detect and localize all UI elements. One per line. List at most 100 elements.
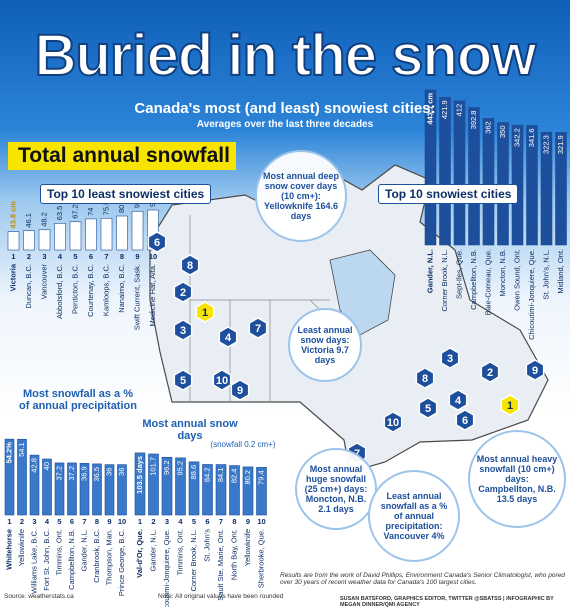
map-marker-label: 10 [216, 375, 228, 387]
value-label: 321.9 [556, 135, 565, 154]
bar [175, 457, 186, 516]
category-label: St. John's, N.L. [541, 249, 550, 300]
map-marker [500, 394, 520, 416]
value-label: 67.2 [70, 204, 79, 219]
value-label: 82.4 [229, 469, 238, 484]
rank-label: 2 [27, 252, 31, 261]
value-label: 103.5 days [135, 456, 144, 494]
bar [117, 464, 127, 516]
rank-label: 7 [219, 517, 223, 526]
days-subtitle: (snowfall 0.2 cm+) [210, 440, 276, 449]
rank-label: 5 [192, 517, 196, 526]
bar [104, 464, 115, 516]
bar [148, 453, 159, 516]
map-marker-label: 10 [387, 417, 399, 429]
category-label: St. John's [202, 529, 211, 562]
category-label: Sault Ste. Marie, Ont. [216, 529, 225, 601]
category-label: Yellowknife [17, 529, 26, 566]
subtitle-2: Averages over the last three decades [196, 119, 374, 130]
rank-label: 7 [104, 252, 108, 261]
category-label: Campbellton, N.B. [67, 529, 76, 590]
bar [497, 122, 509, 246]
least-title: Top 10 least snowiest cities [40, 184, 212, 204]
category-label: Corner Brook, N.L. [440, 249, 449, 312]
rank-label: 8 [120, 252, 124, 261]
bar [215, 464, 227, 516]
value-label: 37.2 [54, 466, 63, 481]
section-title: Total annual snowfall [8, 142, 236, 170]
rank-label: 5 [73, 252, 77, 261]
category-label: Val-d'Or, Que. [135, 529, 144, 578]
rank-label: 9 [246, 517, 250, 526]
bar [453, 100, 466, 246]
value-label: 80.2 [243, 470, 252, 485]
value-label: 80.9 [117, 198, 126, 213]
category-label: Medicine Hat, Alta. [148, 264, 157, 327]
value-label: 75.5 [101, 201, 110, 216]
province-borders [189, 215, 341, 402]
rank-label: 5 [57, 517, 61, 526]
bar [131, 210, 144, 251]
map-marker-label: 6 [462, 415, 468, 427]
category-label: Yellowknife [243, 529, 252, 566]
bar [67, 462, 77, 516]
category-label: Nanaimo, B.C. [117, 264, 126, 313]
rank-label: 10 [257, 517, 265, 526]
value-label: 36.5 [92, 467, 101, 482]
bar [555, 132, 567, 246]
category-label: North Bay, Ont. [229, 529, 238, 580]
value-label: 54.1 [17, 442, 26, 457]
value-label: 322.3 [541, 135, 550, 154]
category-label: Timmins, Ont. [175, 529, 184, 575]
bar [202, 464, 213, 516]
category-label: Prince George, B.C. [117, 529, 126, 596]
results-note: Results are from the work of David Phill… [280, 572, 565, 586]
value-label: 101.7 [148, 457, 157, 476]
map-marker-label: 5 [180, 375, 186, 387]
value-label: 421.9 [440, 100, 449, 119]
category-label: Kamloops, B.C. [101, 264, 110, 316]
bar [17, 438, 27, 516]
map-marker [415, 367, 435, 389]
category-label: Sherbrooke, Que. [256, 529, 265, 588]
value-label: 88.6 [189, 465, 198, 480]
bar [42, 458, 52, 516]
map-marker [455, 409, 475, 431]
value-label: 48.2 [39, 212, 48, 227]
bar [188, 461, 200, 516]
map-marker-label: 3 [447, 353, 453, 365]
map-marker [173, 281, 193, 303]
map-marker [383, 411, 403, 433]
percent-title: Most snowfall as a % of annual precipita… [19, 388, 137, 412]
category-label: Abbotsford, B.C. [55, 264, 64, 319]
category-label: Sept-Iles, Que. [454, 249, 463, 299]
map-marker-label: 8 [187, 260, 193, 272]
bar [7, 231, 20, 251]
category-label: Courtenay, B.C. [86, 264, 95, 317]
bar [482, 118, 495, 246]
bar [69, 221, 82, 251]
rank-label: 6 [205, 517, 209, 526]
category-label: Penticton, B.C. [70, 264, 79, 314]
map-marker [448, 389, 468, 411]
rank-label: 9 [107, 517, 111, 526]
map-marker [418, 397, 438, 419]
map-marker-label: 4 [455, 395, 462, 407]
bar [229, 465, 240, 516]
bar [161, 456, 173, 516]
map-marker [248, 317, 268, 339]
map-marker [147, 231, 167, 253]
map-marker-label: 4 [225, 332, 232, 344]
value-label: 74 [86, 208, 95, 216]
callout: Most annual huge snowfall (25 cm+) days:… [295, 448, 377, 530]
map-marker-label: 2 [180, 287, 186, 299]
value-label: 79.4 [256, 470, 265, 485]
map-marker-label: 7 [255, 323, 261, 335]
value-label: 341.6 [527, 128, 536, 147]
category-label: Baie-Comeau, Que. [483, 249, 492, 315]
days-title: Most annual snow days [142, 418, 238, 442]
main-title: Buried in the snow [34, 22, 538, 89]
rank-label: 2 [151, 517, 155, 526]
value-label: 54.2% [4, 442, 13, 464]
